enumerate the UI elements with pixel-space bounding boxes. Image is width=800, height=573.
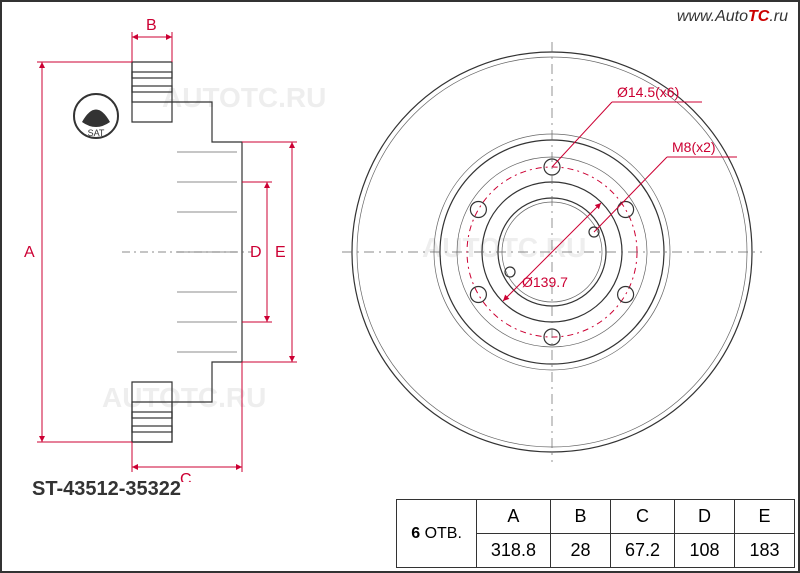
col-header: B	[550, 500, 610, 534]
side-view: A B C D E	[24, 17, 297, 482]
col-value: 28	[550, 534, 610, 568]
svg-text:SAT: SAT	[88, 128, 105, 138]
svg-text:Ø14.5(x6): Ø14.5(x6)	[617, 84, 679, 100]
technical-drawing: A B C D E	[12, 12, 792, 482]
svg-text:Ø139.7: Ø139.7	[522, 274, 568, 290]
diagram-container: AUTOTC.RU AUTOTC.RU AUTOTC.RU www.AutoTC…	[0, 0, 800, 573]
sat-logo: SAT	[72, 92, 120, 140]
col-header: A	[476, 500, 550, 534]
svg-text:D: D	[250, 244, 262, 261]
svg-text:E: E	[275, 244, 286, 261]
part-number: ST-43512-35322	[32, 478, 181, 501]
col-value: 318.8	[476, 534, 550, 568]
col-value: 67.2	[610, 534, 674, 568]
svg-text:M8(x2): M8(x2)	[672, 139, 716, 155]
col-header: D	[675, 500, 735, 534]
front-view: Ø14.5(x6) M8(x2) Ø139.7	[342, 42, 762, 462]
drawing-area: A B C D E	[12, 12, 792, 482]
dimensions-table: 6 ОТВ. A B C D E 318.8 28 67.2 108 183	[396, 499, 795, 568]
svg-text:A: A	[24, 244, 35, 261]
col-value: 108	[675, 534, 735, 568]
col-header: C	[610, 500, 674, 534]
col-header: E	[735, 500, 795, 534]
svg-text:B: B	[146, 17, 157, 34]
svg-text:C: C	[180, 471, 192, 482]
hole-count-cell: 6 ОТВ.	[397, 500, 477, 568]
col-value: 183	[735, 534, 795, 568]
